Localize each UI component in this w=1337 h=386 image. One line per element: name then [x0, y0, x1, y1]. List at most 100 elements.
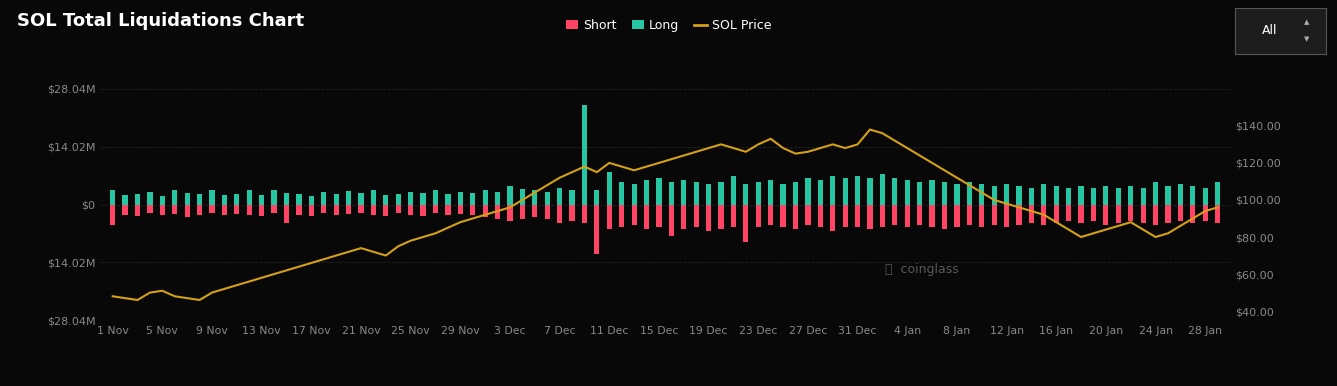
Bar: [1054, 205, 1059, 223]
Bar: [681, 180, 686, 205]
Bar: [197, 205, 202, 215]
Text: ▲: ▲: [1304, 20, 1309, 25]
Bar: [259, 195, 265, 205]
Bar: [159, 205, 164, 215]
Bar: [1079, 205, 1084, 223]
Bar: [979, 184, 984, 205]
Text: All: All: [1262, 24, 1278, 37]
Bar: [955, 184, 960, 205]
Bar: [346, 191, 352, 205]
Bar: [507, 205, 512, 221]
Bar: [1028, 205, 1034, 223]
Bar: [1215, 182, 1221, 205]
Bar: [1115, 188, 1120, 205]
Bar: [172, 190, 178, 205]
Bar: [582, 205, 587, 223]
Bar: [607, 171, 612, 205]
Text: 🐂  coinglass: 🐂 coinglass: [885, 263, 959, 276]
Bar: [1152, 182, 1158, 205]
Bar: [408, 192, 413, 205]
Bar: [1066, 205, 1071, 221]
Bar: [123, 195, 128, 205]
Bar: [408, 205, 413, 215]
Bar: [570, 190, 575, 205]
Bar: [457, 192, 463, 205]
Bar: [868, 178, 873, 205]
Bar: [1004, 205, 1009, 227]
Bar: [333, 194, 338, 205]
Bar: [471, 193, 476, 205]
Bar: [755, 205, 761, 227]
Bar: [433, 190, 439, 205]
Bar: [370, 205, 376, 215]
Bar: [321, 192, 326, 205]
Bar: [619, 205, 624, 227]
Bar: [706, 184, 711, 205]
Bar: [420, 193, 425, 205]
Bar: [297, 194, 302, 205]
Bar: [147, 205, 152, 213]
Bar: [619, 182, 624, 205]
Bar: [544, 192, 550, 205]
Bar: [955, 205, 960, 227]
Bar: [805, 205, 810, 225]
Bar: [283, 193, 289, 205]
Bar: [1166, 205, 1171, 223]
Bar: [941, 205, 947, 229]
Bar: [905, 180, 910, 205]
Bar: [259, 205, 265, 216]
Bar: [805, 178, 810, 205]
Bar: [271, 190, 277, 205]
Bar: [1016, 205, 1021, 225]
Bar: [1079, 186, 1084, 205]
Bar: [297, 205, 302, 215]
Bar: [880, 174, 885, 205]
Bar: [197, 194, 202, 205]
Bar: [210, 190, 215, 205]
Bar: [644, 205, 650, 229]
Bar: [743, 184, 749, 205]
Bar: [718, 205, 723, 229]
Bar: [854, 205, 860, 227]
Bar: [420, 205, 425, 216]
Bar: [1028, 188, 1034, 205]
Bar: [668, 182, 674, 205]
Bar: [445, 205, 451, 215]
Bar: [681, 205, 686, 229]
Bar: [731, 205, 737, 227]
Bar: [433, 205, 439, 213]
Bar: [1103, 205, 1108, 225]
Bar: [1016, 186, 1021, 205]
Bar: [842, 178, 848, 205]
Bar: [495, 192, 500, 205]
Bar: [594, 190, 599, 205]
Text: SOL Total Liquidations Chart: SOL Total Liquidations Chart: [17, 12, 305, 30]
Bar: [1166, 186, 1171, 205]
Bar: [558, 205, 563, 223]
Bar: [271, 205, 277, 213]
Bar: [941, 182, 947, 205]
Bar: [532, 190, 537, 205]
Bar: [781, 184, 786, 205]
Bar: [321, 205, 326, 213]
Bar: [992, 205, 997, 225]
Bar: [159, 196, 164, 205]
Bar: [234, 194, 239, 205]
Bar: [520, 189, 525, 205]
Bar: [793, 205, 798, 229]
Bar: [892, 178, 897, 205]
Bar: [135, 205, 140, 216]
Bar: [445, 194, 451, 205]
Bar: [1140, 205, 1146, 223]
Bar: [1091, 188, 1096, 205]
Bar: [992, 186, 997, 205]
Bar: [1115, 205, 1120, 223]
Bar: [905, 205, 910, 227]
Bar: [309, 196, 314, 205]
Bar: [457, 205, 463, 214]
Bar: [1042, 184, 1047, 205]
Bar: [396, 205, 401, 213]
Bar: [495, 205, 500, 219]
Bar: [1004, 184, 1009, 205]
Bar: [929, 205, 935, 227]
